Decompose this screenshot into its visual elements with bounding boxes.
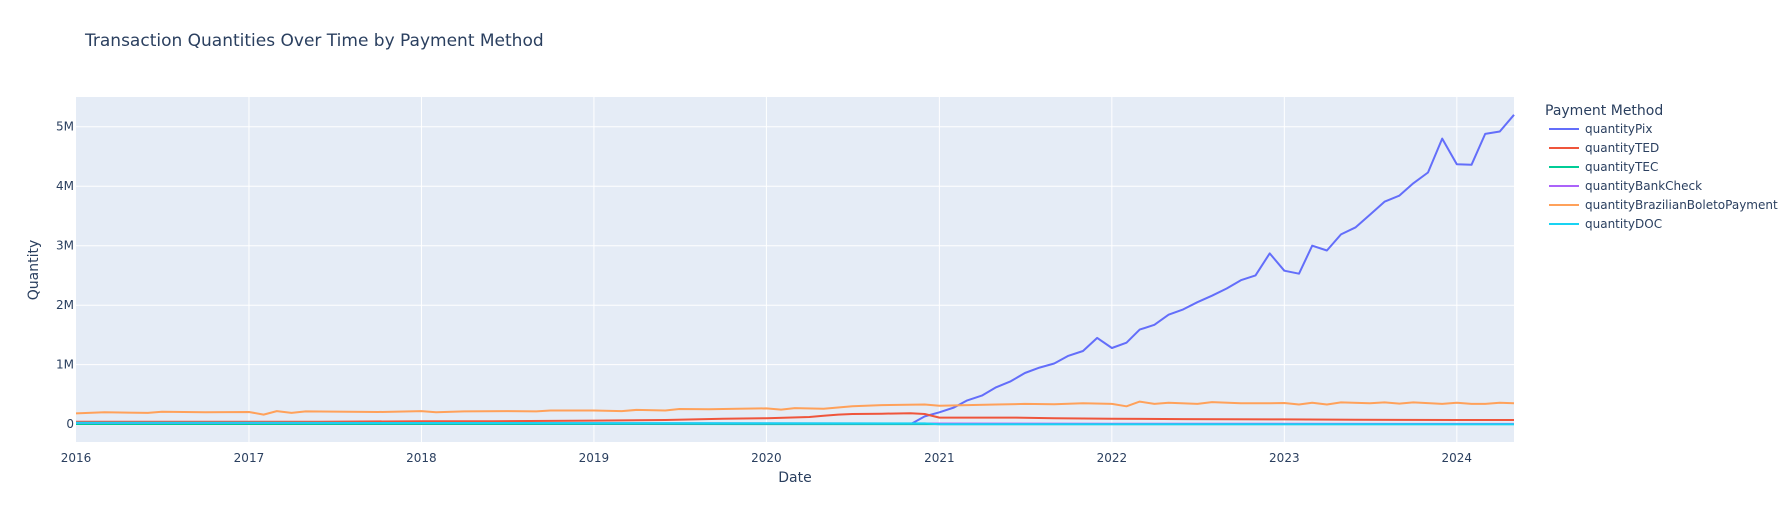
legend-item-label[interactable]: quantityBrazilianBoletoPayment (1585, 198, 1778, 212)
x-tick-label: 2016 (61, 451, 92, 465)
x-tick-label: 2020 (751, 451, 782, 465)
legend-item-label[interactable]: quantityPix (1585, 122, 1652, 136)
x-tick-label: 2017 (234, 451, 265, 465)
legend-title: Payment Method (1545, 103, 1663, 119)
chart-title: Transaction Quantities Over Time by Paym… (84, 31, 544, 51)
x-tick-label: 2023 (1269, 451, 1300, 465)
legend-item-label[interactable]: quantityDOC (1585, 217, 1662, 231)
y-tick-label: 2M (56, 298, 74, 312)
plot-area[interactable] (76, 97, 1514, 442)
x-tick-label: 2022 (1097, 451, 1128, 465)
y-tick-label: 1M (56, 358, 74, 372)
x-tick-label: 2024 (1442, 451, 1473, 465)
legend-item-label[interactable]: quantityTEC (1585, 160, 1658, 174)
x-tick-label: 2018 (406, 451, 437, 465)
y-tick-label: 3M (56, 239, 74, 253)
y-tick-label: 5M (56, 120, 74, 134)
y-tick-label: 0 (66, 417, 74, 431)
x-tick-label: 2021 (924, 451, 955, 465)
legend-item-label[interactable]: quantityBankCheck (1585, 179, 1702, 193)
legend-item-label[interactable]: quantityTED (1585, 141, 1659, 155)
y-tick-label: 4M (56, 179, 74, 193)
x-axis-title: Date (778, 470, 811, 486)
x-tick-label: 2019 (579, 451, 610, 465)
y-axis-title: Quantity (26, 240, 42, 301)
